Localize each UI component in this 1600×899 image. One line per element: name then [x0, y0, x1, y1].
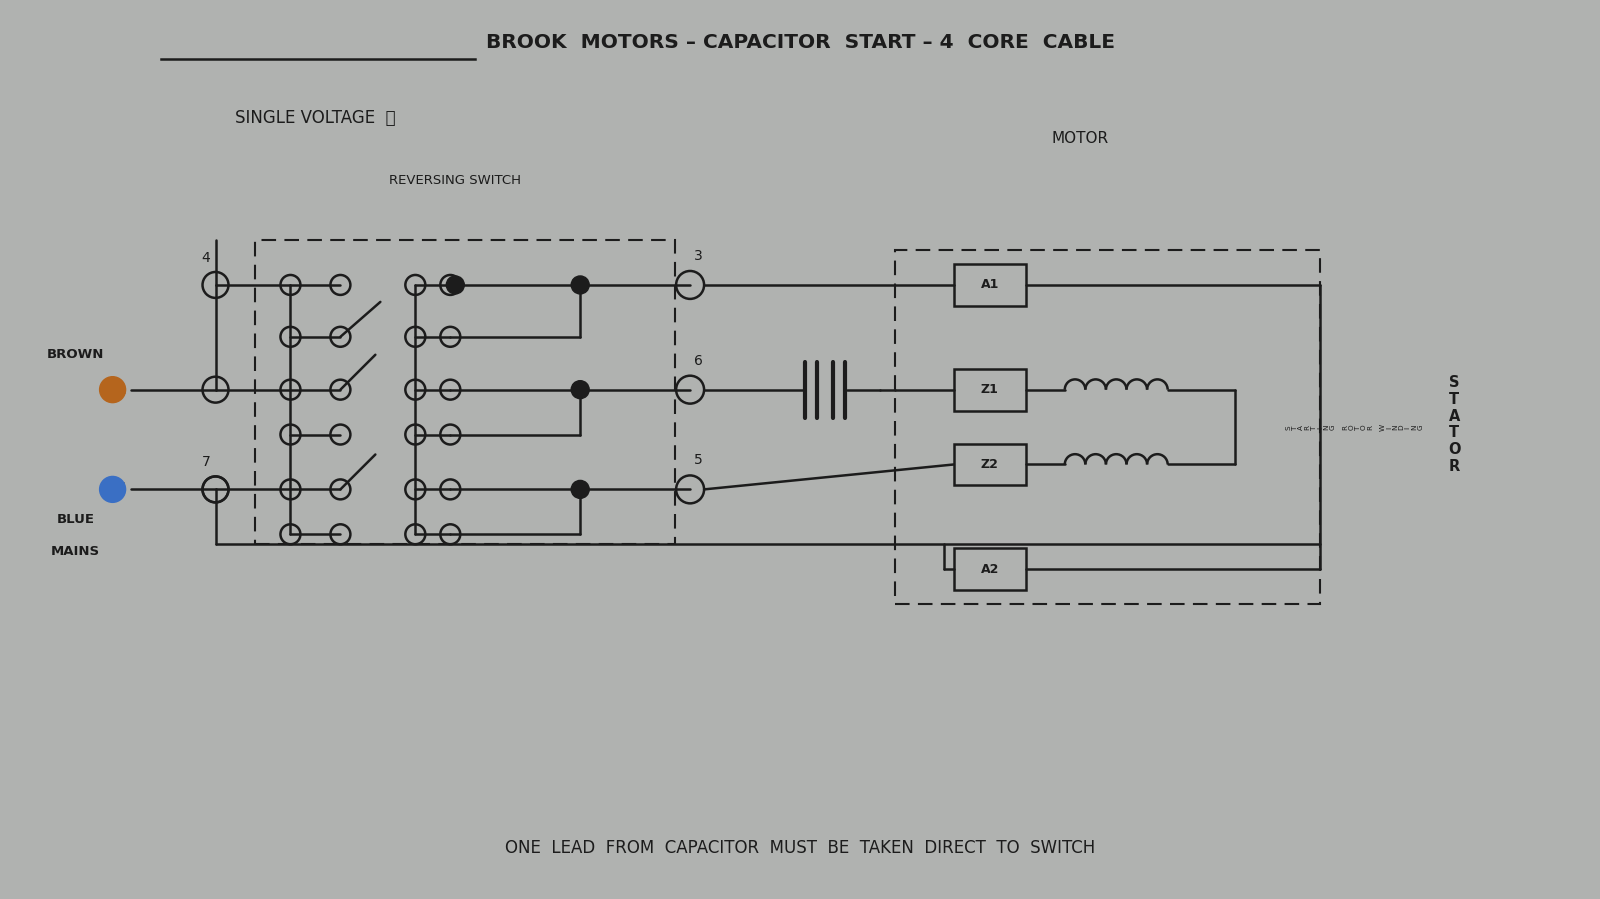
Circle shape	[571, 276, 589, 294]
Text: SINGLE VOLTAGE  Ⓐ: SINGLE VOLTAGE Ⓐ	[235, 110, 395, 128]
Circle shape	[99, 377, 125, 403]
Bar	[954, 548, 1026, 590]
Text: A1: A1	[981, 279, 998, 291]
Bar	[256, 240, 675, 544]
Text: 6: 6	[694, 353, 702, 368]
Bar	[954, 443, 1026, 485]
Text: L: L	[115, 382, 125, 397]
Text: MOTOR: MOTOR	[1051, 131, 1109, 146]
Text: 3: 3	[694, 249, 702, 263]
Text: 5: 5	[694, 453, 702, 467]
Text: S
T
A
T
O
R: S T A T O R	[1448, 375, 1461, 474]
Circle shape	[99, 476, 125, 503]
Text: 4: 4	[202, 251, 211, 265]
Text: N: N	[114, 482, 125, 497]
Text: Z1: Z1	[981, 383, 998, 396]
Circle shape	[571, 380, 589, 398]
Text: A2: A2	[981, 563, 998, 575]
Bar	[954, 369, 1026, 411]
Text: MAINS: MAINS	[51, 545, 101, 557]
Text: BROOK  MOTORS – CAPACITOR  START – 4  CORE  CABLE: BROOK MOTORS – CAPACITOR START – 4 CORE …	[485, 33, 1115, 52]
Circle shape	[571, 480, 589, 498]
Text: REVERSING SWITCH: REVERSING SWITCH	[389, 174, 522, 187]
Circle shape	[446, 276, 464, 294]
Bar	[894, 250, 1320, 604]
Text: 7: 7	[202, 456, 211, 469]
Bar	[954, 264, 1026, 306]
Text: S
T
A
R
T
I
N
G
 
R
O
T
O
R
 
W
I
N
D
I
N
G: S T A R T I N G R O T O R W I N D I N G	[1286, 424, 1422, 432]
Text: BLUE: BLUE	[56, 512, 94, 526]
Text: Z2: Z2	[981, 458, 998, 471]
Text: BROWN: BROWN	[46, 348, 104, 361]
Text: ONE  LEAD  FROM  CAPACITOR  MUST  BE  TAKEN  DIRECT  TO  SWITCH: ONE LEAD FROM CAPACITOR MUST BE TAKEN DI…	[506, 840, 1094, 858]
